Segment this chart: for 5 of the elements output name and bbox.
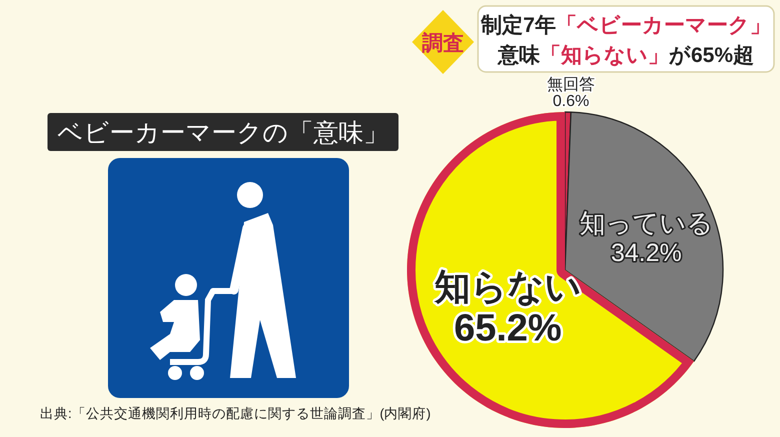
title: 制定7年「ベビーカーマーク」 bbox=[481, 14, 771, 37]
heading: ベビーカーマークの「意味」 bbox=[48, 113, 398, 151]
tag: 調査 bbox=[412, 10, 474, 74]
source: 出典:「公共交通機関利用時の配慮に関する世論調査」(内閣府) bbox=[40, 406, 431, 421]
subtitle: 意味「知らない」が65%超 bbox=[498, 44, 754, 67]
